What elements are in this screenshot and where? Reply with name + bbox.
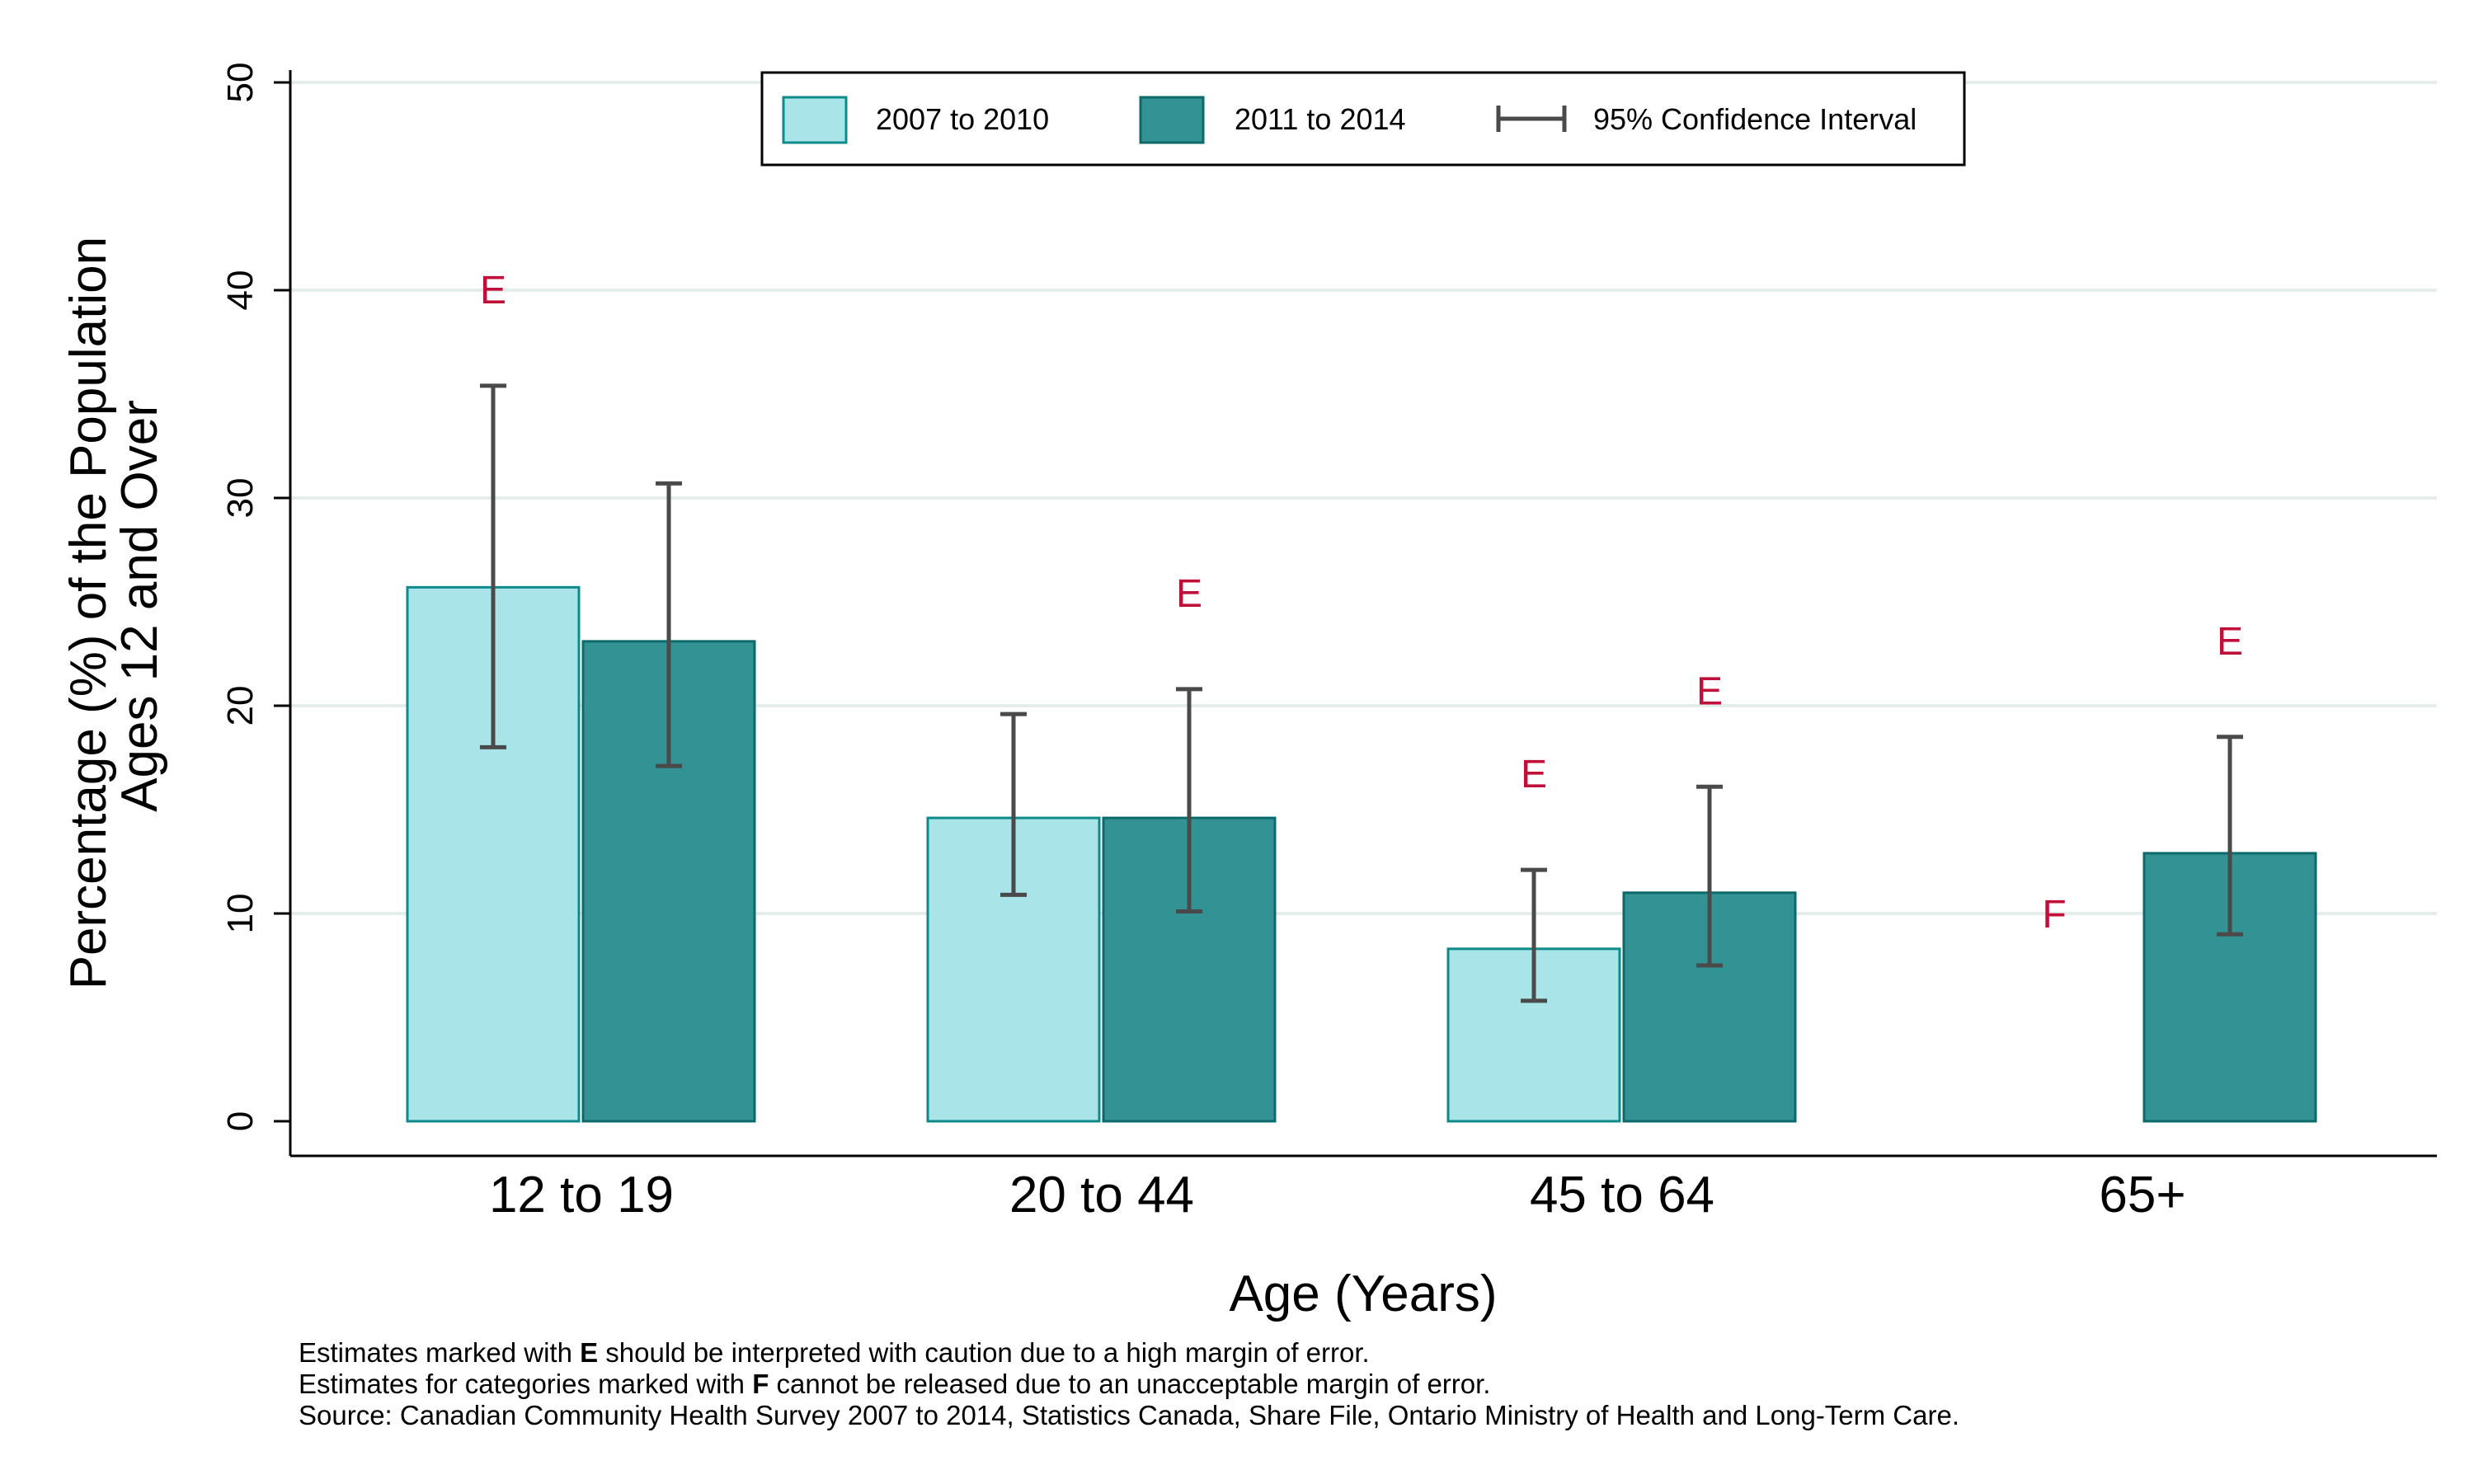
footnote-source: Source: Canadian Community Health Survey…	[299, 1400, 1959, 1430]
bars	[406, 585, 2317, 1123]
x-category-label: 45 to 64	[1530, 1167, 1714, 1223]
x-categories: 12 to 19 20 to 44 45 to 64 65+	[489, 1167, 2186, 1223]
legend-label-2011-2014: 2011 to 2014	[1235, 102, 1406, 136]
y-tick-label: 50	[220, 63, 261, 103]
flag-e: E	[1521, 753, 1547, 796]
bar	[581, 640, 756, 1123]
y-axis-title: Percentage (%) of the Population Ages 12…	[60, 223, 168, 990]
x-category-label: 20 to 44	[1009, 1167, 1194, 1223]
legend-label-2007-2010: 2007 to 2010	[876, 102, 1049, 136]
flag-e: E	[480, 269, 506, 312]
footnote-e: Estimates marked with E should be interp…	[299, 1337, 1370, 1368]
y-axis-title-line1: Percentage (%) of the Population	[60, 237, 117, 989]
legend: 2007 to 2010 2011 to 2014 95% Confidence…	[760, 71, 1966, 167]
y-axis-title-line2: Ages 12 and Over	[111, 400, 168, 812]
flag-e: E	[1176, 572, 1202, 616]
y-tick-label: 10	[220, 894, 261, 934]
legend-swatch-2007-2010	[782, 96, 848, 144]
y-tick-label: 0	[220, 1111, 261, 1131]
y-tick-label: 30	[220, 478, 261, 519]
legend-swatch-2011-2014	[1139, 96, 1205, 144]
x-axis-title: Age (Years)	[1229, 1266, 1497, 1322]
flag-e: E	[2217, 620, 2243, 664]
legend-frame	[760, 71, 1966, 167]
axes	[289, 70, 2437, 1158]
y-ticks: 0 10 20 30 40 50	[220, 63, 290, 1131]
footnote-f: Estimates for categories marked with F c…	[299, 1369, 1491, 1399]
y-tick-label: 40	[220, 270, 261, 311]
y-tick-label: 20	[220, 686, 261, 726]
flag-e: E	[1696, 669, 1723, 713]
error-bars	[480, 383, 2243, 1003]
x-category-label: 12 to 19	[489, 1167, 674, 1223]
flag-f: F	[2042, 893, 2066, 937]
x-category-label: 65+	[2099, 1167, 2185, 1223]
legend-label-ci: 95% Confidence Interval	[1593, 102, 1917, 136]
estimate-flags: E E E E F E	[480, 269, 2243, 937]
legend-ci-symbol	[1496, 106, 1567, 132]
